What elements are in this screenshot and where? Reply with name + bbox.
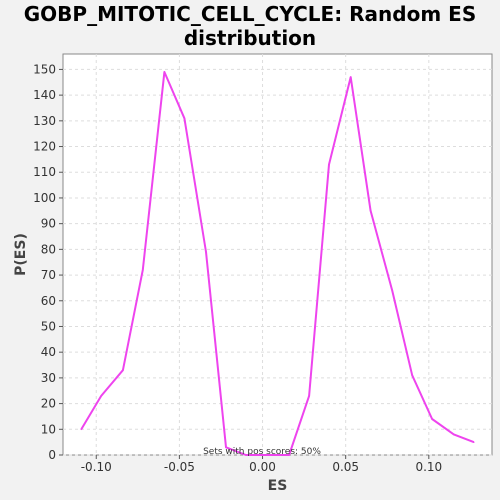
y-tick-label: 150: [33, 62, 56, 76]
data-point: [369, 210, 372, 212]
x-tick-label: -0.10: [81, 460, 112, 474]
x-tick-label: 0.00: [249, 460, 276, 474]
data-point: [328, 163, 330, 166]
plot-area: [62, 53, 493, 456]
chart-title: GOBP_MITOTIC_CELL_CYCLE: Random ES distr…: [0, 2, 500, 50]
pos-scores-annotation: Sets with pos scores: 50%: [203, 447, 321, 457]
y-tick-label: 10: [41, 422, 56, 436]
data-point: [431, 418, 433, 420]
y-axis-title: P(ES): [13, 233, 29, 276]
y-tick-label: 110: [33, 165, 56, 179]
grid-lines: [63, 54, 492, 456]
data-point: [205, 251, 207, 253]
data-point: [288, 454, 290, 456]
y-tick-label: 140: [33, 88, 56, 102]
x-tick-label: -0.05: [164, 460, 195, 474]
y-tick-label: 80: [41, 242, 56, 256]
series-layer: [80, 71, 475, 456]
x-tick-label: 0.10: [415, 460, 442, 474]
y-tick-label: 40: [41, 345, 56, 359]
data-point: [163, 71, 166, 73]
data-point: [80, 428, 83, 431]
data-point: [142, 269, 144, 271]
y-tick-label: 90: [41, 217, 56, 231]
y-tick-label: 120: [33, 140, 56, 154]
y-tick-label: 130: [33, 114, 56, 128]
y-tick-label: 70: [41, 268, 56, 282]
data-point: [100, 395, 103, 397]
y-axis: 0 10 20 30 40 50 60 70 80 90 100 110 120 130 140 150: [33, 62, 63, 462]
data-point: [225, 446, 227, 449]
data-point: [122, 369, 124, 371]
x-axis-title: ES: [268, 478, 288, 494]
data-point: [266, 454, 269, 456]
chart-title-line-2: distribution: [183, 26, 317, 50]
data-point: [452, 433, 455, 436]
data-point: [391, 289, 394, 292]
y-tick-label: 30: [41, 371, 56, 385]
data-point: [349, 76, 352, 78]
y-tick-label: 20: [41, 397, 56, 411]
data-point: [183, 117, 186, 120]
data-point: [308, 395, 310, 397]
y-tick-label: 50: [41, 319, 56, 333]
chart-title-line-1: GOBP_MITOTIC_CELL_CYCLE: Random ES: [23, 2, 477, 26]
x-axis: -0.10 -0.05 0.00 0.05 0.10: [81, 455, 442, 474]
y-tick-label: 100: [33, 191, 56, 205]
data-point: [245, 454, 247, 456]
data-point: [472, 441, 475, 443]
y-tick-label: 60: [41, 294, 56, 308]
x-tick-label: 0.05: [332, 460, 359, 474]
series-line: [80, 71, 475, 456]
y-tick-label: 0: [48, 448, 56, 462]
data-point: [411, 374, 413, 377]
